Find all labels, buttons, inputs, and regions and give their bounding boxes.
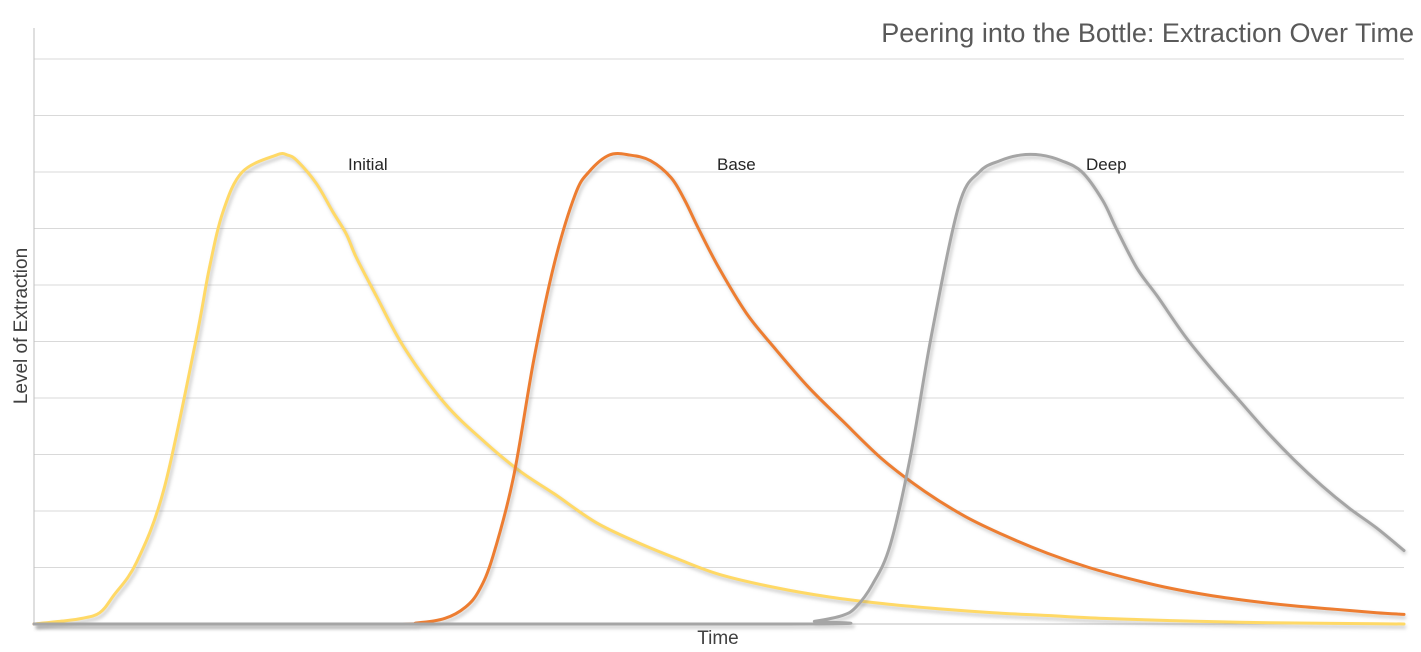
series-shadow-deep xyxy=(35,155,1408,630)
series-line-deep xyxy=(32,152,1406,626)
series-label-base: Base xyxy=(717,155,756,174)
series-line-initial xyxy=(32,152,1406,626)
series-labels: Initial Base Deep xyxy=(348,155,1127,174)
gridlines xyxy=(34,58,1404,568)
series-shadow-initial xyxy=(35,154,1407,629)
series-shadow-base xyxy=(35,154,1407,630)
series-group xyxy=(32,152,1408,630)
series-label-deep: Deep xyxy=(1086,155,1127,174)
series-label-initial: Initial xyxy=(348,155,388,174)
chart-title: Peering into the Bottle: Extraction Over… xyxy=(881,18,1414,48)
x-axis-label: Time xyxy=(697,628,739,649)
series-line-base xyxy=(32,152,1406,626)
y-axis-label: Level of Extraction xyxy=(11,248,32,404)
